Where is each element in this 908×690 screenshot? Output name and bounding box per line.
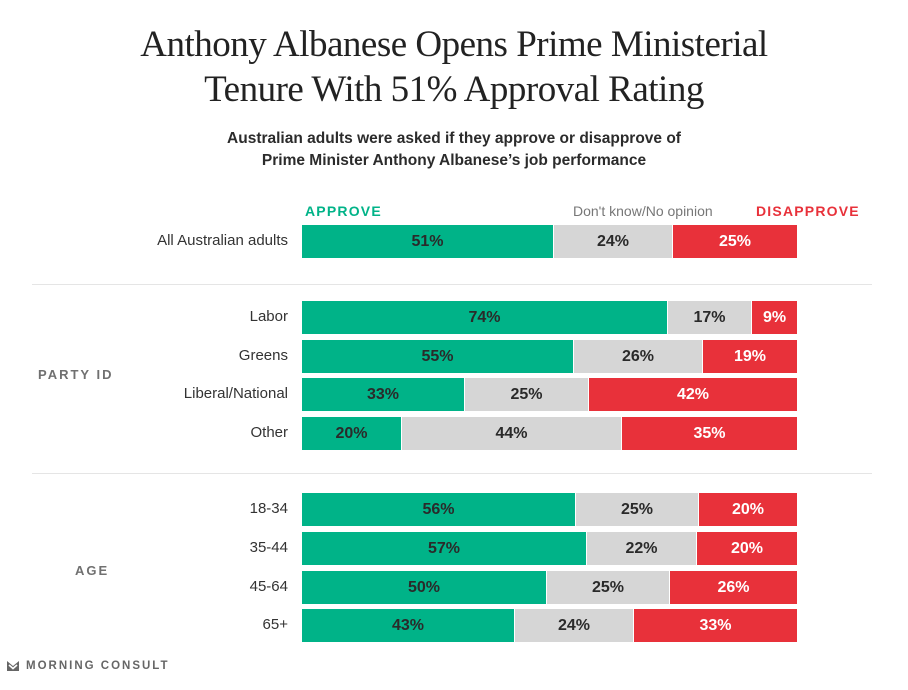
data-label: 42%	[676, 385, 710, 403]
data-label: 43%	[391, 616, 425, 634]
dont-know-segment: 24%	[515, 609, 634, 642]
row-label: 65+	[262, 616, 288, 633]
legend-dont-know: Don't know/No opinion	[573, 203, 713, 219]
disapprove-segment: 19%	[703, 340, 797, 373]
data-label: 22%	[625, 539, 658, 557]
disapprove-segment: 35%	[622, 417, 797, 450]
dont-know-segment: 22%	[587, 532, 697, 565]
approve-segment: 57%	[302, 532, 587, 565]
morning-consult-logo-icon	[7, 661, 19, 671]
dont-know-segment: 26%	[574, 340, 703, 373]
data-label: 55%	[421, 347, 454, 365]
legend-disapprove: DISAPPROVE	[756, 203, 860, 219]
dont-know-segment: 44%	[402, 417, 622, 450]
legend-approve: APPROVE	[305, 203, 382, 219]
disapprove-segment: 9%	[752, 301, 797, 334]
brand-name: MORNING CONSULT	[26, 660, 170, 672]
data-label: 24%	[596, 232, 630, 250]
disapprove-segment: 25%	[673, 225, 797, 258]
chart-title-line-2: Tenure With 51% Approval Rating	[204, 69, 704, 110]
data-label: 25%	[591, 578, 625, 596]
data-label: 25%	[510, 385, 543, 403]
row-label: Liberal/National	[183, 385, 288, 402]
data-label: 57%	[427, 539, 461, 557]
approve-segment: 51%	[302, 225, 554, 258]
data-label: 44%	[495, 424, 528, 442]
data-label: 26%	[621, 347, 655, 365]
row-label: 45-64	[249, 578, 288, 595]
data-label: 19%	[733, 347, 767, 365]
dont-know-segment: 25%	[576, 493, 699, 526]
section-divider	[32, 284, 872, 285]
data-label: 24%	[557, 616, 591, 634]
approve-segment: 43%	[302, 609, 515, 642]
brand-logo: MORNING CONSULT	[6, 660, 170, 672]
data-label: 20%	[730, 539, 764, 557]
data-label: 20%	[335, 424, 368, 442]
data-label: 9%	[762, 308, 787, 326]
row-label: 18-34	[249, 500, 288, 517]
row-label: 35-44	[249, 539, 288, 556]
disapprove-segment: 20%	[699, 493, 797, 526]
chart-subtitle-line-2: Prime Minister Anthony Albanese’s job pe…	[261, 152, 647, 169]
group-label: AGE	[75, 563, 110, 578]
row-label: Labor	[249, 308, 288, 325]
row-label: Greens	[238, 347, 288, 364]
disapprove-segment: 20%	[697, 532, 797, 565]
group-label: PARTY ID	[38, 367, 114, 382]
approve-segment: 56%	[302, 493, 576, 526]
data-label: 20%	[731, 500, 765, 518]
data-label: 26%	[717, 578, 750, 596]
chart-subtitle-line-1: Australian adults were asked if they app…	[227, 130, 681, 147]
dont-know-segment: 24%	[554, 225, 673, 258]
approve-segment: 55%	[302, 340, 574, 373]
section-divider	[32, 473, 872, 474]
approve-segment: 20%	[302, 417, 402, 450]
data-label: 33%	[699, 616, 732, 634]
approve-segment: 74%	[302, 301, 668, 334]
data-label: 51%	[411, 232, 444, 250]
data-label: 33%	[366, 385, 400, 403]
disapprove-segment: 33%	[634, 609, 797, 642]
data-label: 25%	[718, 232, 752, 250]
chart-subtitle: Australian adults were asked if they app…	[0, 128, 908, 172]
approve-segment: 50%	[302, 571, 547, 604]
row-label: All Australian adults	[157, 232, 288, 249]
data-label: 25%	[620, 500, 654, 518]
data-label: 50%	[407, 578, 441, 596]
data-label: 17%	[693, 308, 726, 326]
data-label: 35%	[693, 424, 726, 442]
chart-title-line-1: Anthony Albanese Opens Prime Ministerial	[140, 24, 768, 65]
dont-know-segment: 25%	[547, 571, 670, 604]
chart-title: Anthony Albanese Opens Prime Ministerial…	[0, 22, 908, 112]
disapprove-segment: 26%	[670, 571, 797, 604]
approve-segment: 33%	[302, 378, 465, 411]
data-label: 74%	[468, 308, 501, 326]
dont-know-segment: 17%	[668, 301, 752, 334]
dont-know-segment: 25%	[465, 378, 589, 411]
row-label: Other	[250, 424, 288, 441]
disapprove-segment: 42%	[589, 378, 797, 411]
data-label: 56%	[422, 500, 455, 518]
